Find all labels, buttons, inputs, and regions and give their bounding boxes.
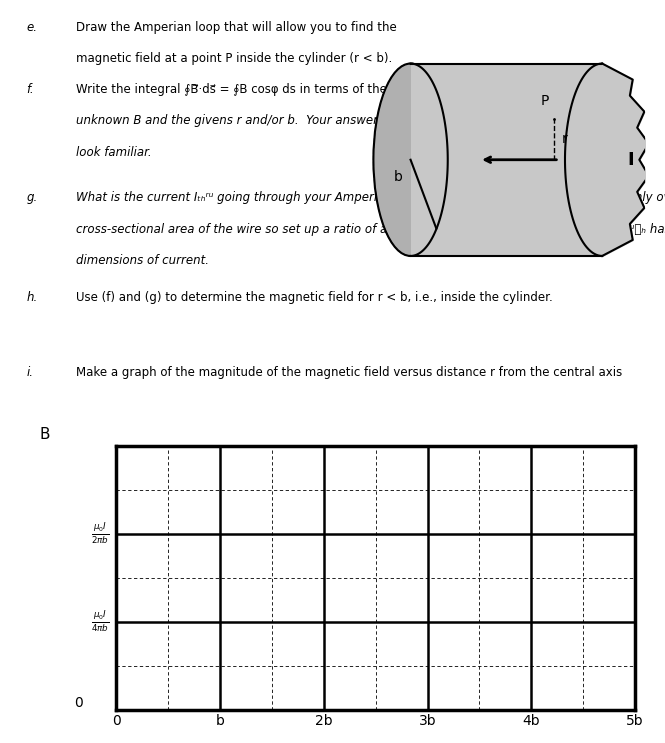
- Text: $\frac{\mu_0 I}{2\pi b}$: $\frac{\mu_0 I}{2\pi b}$: [91, 522, 110, 546]
- Text: $\frac{\mu_0 I}{4\pi b}$: $\frac{\mu_0 I}{4\pi b}$: [91, 609, 110, 634]
- Polygon shape: [410, 63, 602, 256]
- Text: P: P: [541, 94, 549, 108]
- Text: cross-sectional area of the wire so set up a ratio of areas.  Check that your ex: cross-sectional area of the wire so set …: [76, 223, 665, 236]
- Text: g.: g.: [27, 192, 38, 204]
- Text: Write the integral ∮B⃗·ds⃗ = ∮B cosφ ds in terms of the: Write the integral ∮B⃗·ds⃗ = ∮B cosφ ds …: [76, 83, 387, 96]
- Polygon shape: [410, 63, 602, 256]
- Text: i.: i.: [27, 366, 34, 379]
- Text: f.: f.: [27, 83, 34, 96]
- Text: I: I: [628, 151, 634, 169]
- Text: h.: h.: [27, 291, 38, 304]
- Text: r: r: [562, 132, 568, 146]
- Text: What is the current Iₜₕʳᵘ going through your Amperian loop? Hint: the current is: What is the current Iₜₕʳᵘ going through …: [76, 192, 665, 204]
- Text: e.: e.: [27, 21, 38, 33]
- Text: magnetic field at a point P inside the cylinder (r < b).: magnetic field at a point P inside the c…: [76, 52, 393, 65]
- Text: unknown B and the givens r and/or b.  Your answer should: unknown B and the givens r and/or b. You…: [76, 114, 422, 127]
- Text: look familiar.: look familiar.: [76, 146, 152, 158]
- Text: 0: 0: [74, 695, 83, 710]
- Text: dimensions of current.: dimensions of current.: [76, 254, 209, 267]
- Text: b: b: [393, 170, 402, 184]
- Text: Make a graph of the magnitude of the magnetic field versus distance r from the c: Make a graph of the magnitude of the mag…: [76, 366, 622, 379]
- Text: B: B: [40, 427, 51, 442]
- Ellipse shape: [374, 63, 448, 256]
- Text: Draw the Amperian loop that will allow you to find the: Draw the Amperian loop that will allow y…: [76, 21, 397, 33]
- Text: Use (f) and (g) to determine the magnetic field for r < b, i.e., inside the cyli: Use (f) and (g) to determine the magneti…: [76, 291, 553, 304]
